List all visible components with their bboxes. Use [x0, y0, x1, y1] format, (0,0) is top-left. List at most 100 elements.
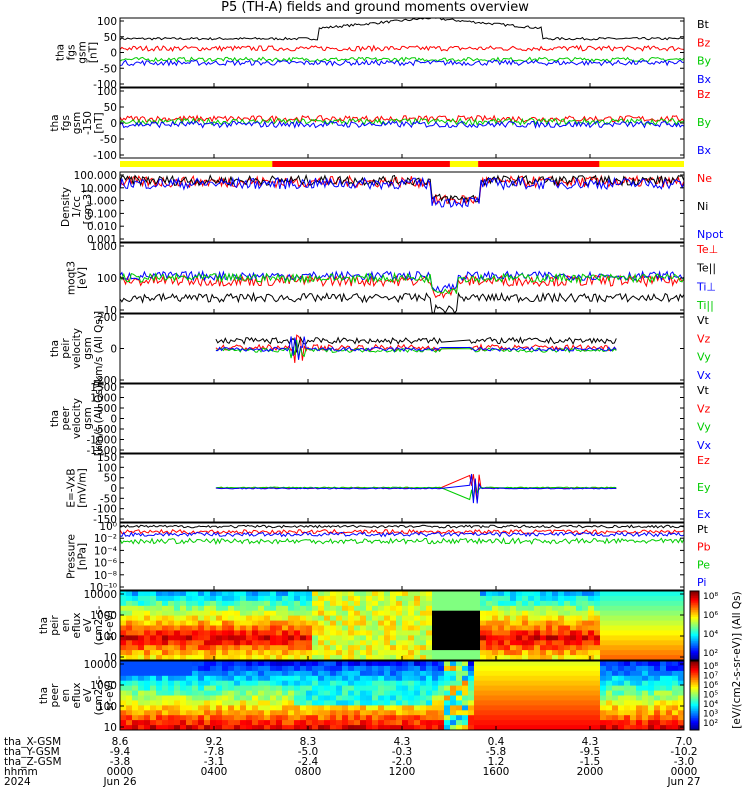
spectrogram-cell	[588, 595, 595, 602]
spectrogram-cell	[216, 615, 223, 622]
spectrogram-cell	[672, 680, 679, 687]
spectrogram-cell	[222, 620, 229, 627]
spectrogram-cell	[672, 620, 679, 627]
spectrogram-cell	[636, 600, 643, 607]
spectrogram-cell	[330, 685, 337, 692]
spectrogram-cell	[438, 620, 445, 627]
spectrogram-cell	[186, 645, 193, 651]
spectrogram-cell	[402, 591, 409, 597]
spectrogram-cell	[192, 661, 199, 667]
spectrogram-cell	[504, 640, 511, 646]
ephemeris-y: -7.8	[204, 746, 225, 758]
spectrogram-cell	[228, 690, 235, 697]
spectrogram-cell	[300, 591, 307, 597]
spectrogram-cell	[282, 605, 289, 612]
spectrogram-cell	[348, 710, 355, 716]
spectrogram-cell	[654, 690, 661, 697]
spectrogram-cell	[594, 655, 601, 660]
spectrogram-cell	[180, 600, 187, 607]
spectrogram-cell	[222, 625, 229, 631]
spectrogram-cell	[648, 630, 655, 636]
spectrogram-cell	[180, 650, 187, 656]
spectrogram-cell	[498, 615, 505, 622]
spectrogram-cell	[132, 725, 139, 730]
spectrogram-cell	[342, 640, 349, 646]
spectrogram-cell	[198, 700, 205, 706]
spectrogram-cell	[192, 670, 199, 677]
spectrogram-cell	[450, 620, 457, 627]
spectrogram-cell	[414, 620, 421, 627]
spectrogram-cell	[468, 725, 475, 730]
spectrogram-cell	[612, 591, 619, 597]
spectrogram-cell	[432, 675, 439, 682]
legend-Te: Te⊥	[696, 243, 718, 256]
spectrogram-cell	[234, 720, 241, 726]
spectrogram-cell	[564, 591, 571, 597]
spectrogram-cell	[144, 661, 151, 667]
spectrogram-cell	[150, 650, 157, 656]
spectrogram-cell	[324, 695, 331, 701]
spectrogram-cell	[552, 640, 559, 646]
spectrogram-cell	[378, 705, 385, 711]
spectrogram-cell	[450, 695, 457, 701]
mode-bar-segment	[478, 161, 600, 167]
spectrogram-cell	[384, 595, 391, 602]
spectrogram-cell	[636, 620, 643, 627]
spectrogram-cell	[408, 695, 415, 701]
panel-data-temperature	[120, 269, 684, 313]
spectrogram-cell	[594, 715, 601, 721]
spectrogram-cell	[492, 610, 499, 617]
y-tick-label: 0	[110, 344, 117, 356]
y-tick-label: 50	[104, 32, 117, 44]
spectrogram-cell	[336, 685, 343, 692]
spectrogram-cell	[624, 680, 631, 687]
spectrogram-cell	[660, 700, 667, 706]
spectrogram-cell	[462, 615, 469, 622]
spectrogram-cell	[624, 620, 631, 627]
spectrogram-cell	[138, 640, 145, 646]
spectrogram-cell	[540, 595, 547, 602]
spectrogram-cell	[330, 630, 337, 636]
spectrogram-cell	[372, 720, 379, 726]
spectrogram-cell	[354, 630, 361, 636]
spectrogram-cell	[276, 610, 283, 617]
spectrogram-cell	[276, 635, 283, 641]
spectrogram-cell	[312, 650, 319, 656]
spectrogram-cell	[402, 610, 409, 617]
spectrogram-cell	[390, 615, 397, 622]
spectrogram-cell	[138, 600, 145, 607]
spectrogram-cell	[660, 650, 667, 656]
spectrogram-cell	[564, 690, 571, 697]
spectrogram-cell	[246, 620, 253, 627]
spectrogram-cell	[246, 640, 253, 646]
spectrogram-cell	[162, 725, 169, 730]
spectrogram-cell	[174, 705, 181, 711]
spectrogram-cell	[576, 725, 583, 730]
spectrogram-cell	[606, 640, 613, 646]
spectrogram-cell	[654, 650, 661, 656]
spectrogram-cell	[192, 615, 199, 622]
spectrogram-cell	[396, 710, 403, 716]
spectrogram-cell	[402, 690, 409, 697]
spectrogram-cell	[498, 680, 505, 687]
spectrogram-cell	[420, 595, 427, 602]
spectrogram-cell	[330, 645, 337, 651]
y-tick-label: 10	[104, 305, 117, 317]
spectrogram-cell	[348, 645, 355, 651]
spectrogram-cell	[258, 591, 265, 597]
spectrogram-cell	[192, 695, 199, 701]
spectrogram-cell	[318, 690, 325, 697]
spectrogram-cell	[594, 610, 601, 617]
spectrogram-cell	[180, 620, 187, 627]
spectrogram-cell	[168, 630, 175, 636]
spectrogram-cell	[234, 700, 241, 706]
spectrogram-cell	[540, 670, 547, 677]
spectrogram-cell	[510, 620, 517, 627]
spectrogram-cell	[486, 620, 493, 627]
spectrogram-cell	[150, 665, 157, 672]
spectrogram-cell	[588, 620, 595, 627]
spectrogram-cell	[378, 715, 385, 721]
spectrogram-cell	[318, 670, 325, 677]
spectrogram-cell	[354, 640, 361, 646]
spectrogram-cell	[582, 705, 589, 711]
